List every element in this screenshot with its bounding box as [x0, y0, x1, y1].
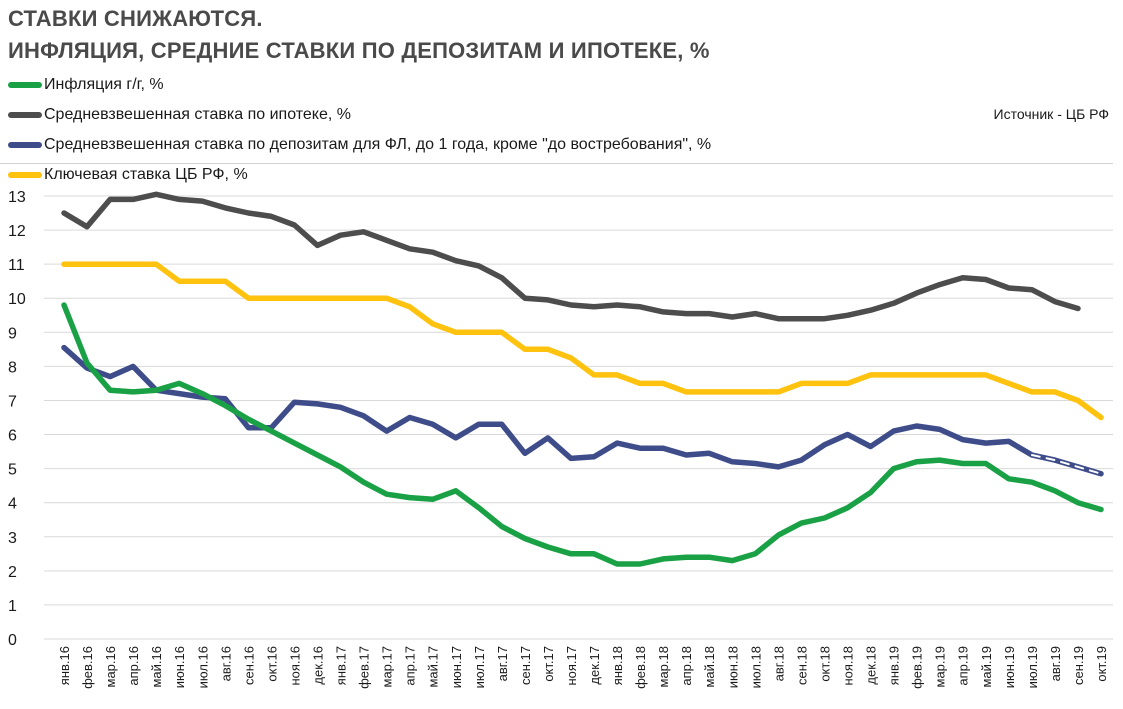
- chart-title: СТАВКИ СНИЖАЮТСЯ.: [8, 6, 263, 31]
- x-tick-label-1: фев.16: [80, 646, 95, 689]
- legend-item-deposits: Средневзвешенная ставка по депозитам для…: [8, 130, 711, 160]
- series-line-3: [61, 261, 1104, 421]
- x-tick-label-28: май.18: [702, 646, 717, 688]
- x-tick-label-2: мар.16: [103, 646, 118, 687]
- x-tick-label-42: июл.19: [1025, 646, 1040, 688]
- x-tick-label-0: янв.16: [57, 646, 72, 685]
- x-tick-label-16: май.17: [426, 646, 441, 688]
- legend-swatch-deposits: [8, 142, 42, 148]
- series-line-2-preliminary: [1030, 454, 1102, 475]
- y-tick-label-0: 0: [8, 632, 17, 649]
- x-tick-label-21: окт.17: [541, 646, 556, 682]
- x-tick-label-22: ноя.17: [564, 646, 579, 686]
- x-tick-label-15: апр.17: [403, 646, 418, 686]
- y-tick-label-13: 13: [8, 189, 26, 206]
- source-note: Источник - ЦБ РФ: [993, 106, 1109, 122]
- x-tick-label-8: сен.16: [241, 646, 256, 685]
- y-tick-label-10: 10: [8, 291, 26, 308]
- x-tick-label-43: авг.19: [1048, 646, 1063, 681]
- x-tick-label-35: дек.18: [864, 646, 879, 685]
- x-tick-label-39: апр.19: [956, 646, 971, 686]
- x-tick-label-41: июн.19: [1002, 646, 1017, 688]
- x-tick-label-17: июн.17: [449, 646, 464, 688]
- x-tick-label-6: июл.16: [195, 646, 210, 688]
- y-tick-label-11: 11: [8, 257, 25, 274]
- x-tick-label-37: фев.19: [910, 646, 925, 689]
- legend-label-deposits: Средневзвешенная ставка по депозитам для…: [44, 136, 712, 153]
- legend-item-mortgage: Средневзвешенная ставка по ипотеке, %: [8, 100, 711, 130]
- x-tick-label-12: янв.17: [334, 646, 349, 685]
- chart-subtitle: ИНФЛЯЦИЯ, СРЕДНИЕ СТАВКИ ПО ДЕПОЗИТАМ И …: [8, 38, 710, 63]
- y-tick-label-9: 9: [8, 325, 17, 342]
- legend-swatch-key-rate: [8, 172, 42, 178]
- legend: Инфляция г/г, % Средневзвешенная ставка …: [8, 70, 711, 190]
- x-tick-label-26: мар.18: [656, 646, 671, 687]
- y-tick-label-2: 2: [8, 564, 17, 581]
- y-tick-label-1: 1: [8, 598, 17, 615]
- series-line-0: [61, 302, 1104, 567]
- x-tick-label-19: авг.17: [495, 646, 510, 681]
- x-tick-label-34: ноя.18: [841, 646, 856, 686]
- x-tick-label-18: июл.17: [472, 646, 487, 688]
- x-tick-label-23: дек.17: [587, 646, 602, 685]
- x-tick-label-5: июн.16: [172, 646, 187, 688]
- y-tick-label-3: 3: [8, 530, 17, 547]
- x-tick-label-13: фев.17: [357, 646, 372, 689]
- x-tick-label-25: фев.18: [633, 646, 648, 689]
- x-tick-label-7: авг.16: [218, 646, 233, 681]
- x-tick-label-44: сен.19: [1071, 646, 1086, 685]
- x-tick-label-9: окт.16: [264, 646, 279, 682]
- x-tick-label-4: май.16: [149, 646, 164, 688]
- x-tick-label-14: мар.17: [380, 646, 395, 687]
- legend-swatch-inflation: [8, 82, 42, 88]
- x-tick-label-45: окт.19: [1094, 646, 1109, 682]
- x-tick-label-30: июл.18: [748, 646, 763, 688]
- y-tick-label-4: 4: [8, 496, 17, 513]
- y-tick-label-8: 8: [8, 359, 17, 376]
- x-tick-label-38: мар.19: [933, 646, 948, 687]
- x-tick-label-10: ноя.16: [287, 646, 302, 686]
- legend-item-inflation: Инфляция г/г, %: [8, 70, 711, 100]
- y-tick-label-5: 5: [8, 462, 17, 479]
- x-tick-label-27: апр.18: [679, 646, 694, 686]
- x-tick-label-11: дек.16: [310, 646, 325, 685]
- legend-separator: [0, 163, 1113, 164]
- x-tick-label-24: янв.18: [610, 646, 625, 685]
- x-tick-label-40: май.19: [979, 646, 994, 688]
- x-tick-label-3: апр.16: [126, 646, 141, 686]
- series-line-1: [61, 191, 1081, 322]
- legend-item-key-rate: Ключевая ставка ЦБ РФ, %: [8, 160, 711, 190]
- x-tick-label-29: июн.18: [725, 646, 740, 688]
- legend-swatch-mortgage: [8, 112, 42, 118]
- y-tick-label-12: 12: [8, 223, 26, 240]
- legend-label-inflation: Инфляция г/г, %: [44, 76, 164, 93]
- x-tick-label-36: янв.19: [887, 646, 902, 685]
- legend-label-key-rate: Ключевая ставка ЦБ РФ, %: [44, 166, 248, 183]
- x-tick-label-31: авг.18: [771, 646, 786, 681]
- legend-label-mortgage: Средневзвешенная ставка по ипотеке, %: [44, 106, 351, 123]
- x-tick-label-33: окт.18: [817, 646, 832, 682]
- y-tick-label-7: 7: [8, 393, 17, 410]
- x-tick-label-20: сен.17: [518, 646, 533, 685]
- x-tick-label-32: сен.18: [794, 646, 809, 685]
- y-tick-label-6: 6: [8, 428, 17, 445]
